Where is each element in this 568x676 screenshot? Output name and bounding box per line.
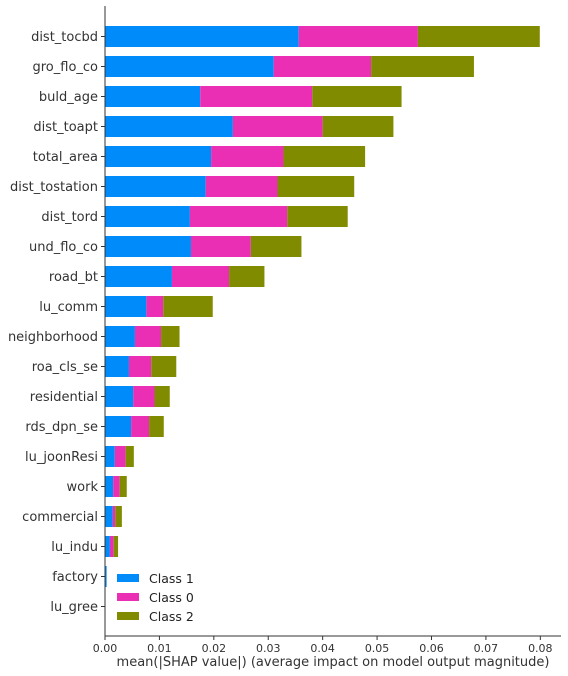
- legend-label-class-2: Class 2: [149, 609, 194, 624]
- legend-swatch-class-0: [117, 593, 139, 601]
- bar-residential-class-2: [154, 386, 170, 407]
- bar-dist_tord-class-1: [105, 206, 190, 227]
- x-tick-label: 0.05: [365, 642, 390, 655]
- y-tick-label-neighborhood: neighborhood: [8, 330, 98, 345]
- bar-lu_joonResi-class-1: [105, 446, 115, 467]
- bar-buld_age-class-2: [312, 86, 402, 107]
- y-tick-label-work: work: [67, 480, 99, 495]
- bar-total_area-class-1: [105, 146, 212, 167]
- y-tick-label-buld_age: buld_age: [39, 90, 98, 105]
- y-tick-label-residential: residential: [30, 390, 98, 405]
- bar-lu_comm-class-1: [105, 296, 147, 317]
- bar-total_area-class-0: [211, 146, 284, 167]
- x-tick-label: 0.07: [474, 642, 499, 655]
- x-tick-label: 0.04: [310, 642, 335, 655]
- y-tick-label-lu_comm: lu_comm: [39, 300, 98, 315]
- bar-roa_cls_se-class-0: [128, 356, 152, 377]
- bar-neighborhood-class-0: [134, 326, 162, 347]
- bar-dist_tostation-class-0: [205, 176, 278, 197]
- bar-dist_tostation-class-1: [105, 176, 206, 197]
- x-tick-label: 0.02: [202, 642, 227, 655]
- x-tick-label: 0.06: [419, 642, 444, 655]
- bar-gro_flo_co-class-2: [371, 56, 474, 77]
- legend-swatch-class-1: [117, 574, 139, 582]
- y-tick-label-rds_dpn_se: rds_dpn_se: [25, 420, 98, 435]
- y-tick-labels: dist_tocbd gro_flo_co buld_age dist_toaptto…: [8, 30, 105, 615]
- bar-und_flo_co-class-0: [190, 236, 251, 257]
- bar-und_flo_co-class-1: [105, 236, 191, 257]
- bar-residential-class-1: [105, 386, 134, 407]
- bar-gro_flo_co-class-0: [273, 56, 372, 77]
- bar-residential-class-0: [133, 386, 155, 407]
- bars-group: [105, 26, 540, 587]
- bar-road_bt-class-1: [105, 266, 172, 287]
- bar-lu_joonResi-class-2: [125, 446, 134, 467]
- bar-dist_tocbd-class-1: [105, 26, 299, 47]
- bar-commercial-class-1: [105, 506, 113, 527]
- bar-buld_age-class-1: [105, 86, 201, 107]
- x-tick-label: 0.01: [147, 642, 172, 655]
- y-tick-label-dist_tord: dist_tord: [41, 210, 98, 225]
- legend-swatch-class-2: [117, 612, 139, 620]
- x-tick-label: 0.00: [93, 642, 118, 655]
- bar-dist_toapt-class-0: [232, 116, 323, 137]
- bar-lu_joonResi-class-0: [114, 446, 126, 467]
- bar-rds_dpn_se-class-2: [149, 416, 164, 437]
- y-tick-label-dist_tostation: dist_tostation: [10, 180, 98, 195]
- bar-dist_tord-class-2: [287, 206, 348, 227]
- x-tick-label: 0.03: [256, 642, 281, 655]
- bar-rds_dpn_se-class-1: [105, 416, 132, 437]
- y-tick-label-und_flo_co: und_flo_co: [29, 240, 98, 255]
- bar-road_bt-class-2: [229, 266, 265, 287]
- x-axis-title: mean(|SHAP value|) (average impact on mo…: [117, 655, 550, 670]
- bar-lu_indu-class-2: [113, 536, 119, 557]
- bar-roa_cls_se-class-2: [151, 356, 177, 377]
- y-tick-label-gro_flo_co: gro_flo_co: [32, 60, 98, 75]
- bar-rds_dpn_se-class-0: [131, 416, 150, 437]
- y-tick-label-roa_cls_se: roa_cls_se: [32, 360, 98, 375]
- bar-neighborhood-class-1: [105, 326, 135, 347]
- legend-label-class-1: Class 1: [149, 571, 194, 586]
- bar-dist_toapt-class-2: [322, 116, 394, 137]
- bar-lu_comm-class-2: [163, 296, 213, 317]
- legend: Class 1 Class 0 Class 2: [117, 571, 194, 624]
- y-tick-label-commercial: commercial: [22, 510, 98, 525]
- bar-gro_flo_co-class-1: [105, 56, 274, 77]
- y-tick-label-factory: factory: [52, 570, 98, 585]
- bar-dist_tocbd-class-2: [417, 26, 540, 47]
- bar-dist_tostation-class-2: [277, 176, 355, 197]
- bar-work-class-2: [119, 476, 127, 497]
- y-tick-label-dist_toapt: dist_toapt: [33, 120, 98, 135]
- bar-buld_age-class-0: [200, 86, 313, 107]
- bar-lu_indu-class-1: [105, 536, 110, 557]
- y-tick-label-total_area: total_area: [33, 150, 98, 165]
- y-tick-label-lu_joonResi: lu_joonResi: [25, 450, 98, 465]
- y-tick-label-lu_gree: lu_gree: [50, 600, 98, 615]
- bar-dist_tocbd-class-0: [298, 26, 418, 47]
- bar-factory-class-1: [105, 566, 107, 587]
- bar-work-class-1: [105, 476, 114, 497]
- bar-roa_cls_se-class-1: [105, 356, 129, 377]
- x-axis: 0.00 0.01 0.02 0.03 0.04 0.05 0.06 0.07 0.08: [93, 6, 561, 655]
- x-tick-label: 0.08: [528, 642, 553, 655]
- y-tick-label-road_bt: road_bt: [49, 270, 98, 285]
- bar-lu_indu-class-0: [109, 536, 114, 557]
- bar-total_area-class-2: [283, 146, 366, 167]
- y-tick-label-dist_tocbd: dist_tocbd: [31, 30, 98, 45]
- y-tick-label-lu_indu: lu_indu: [51, 540, 98, 555]
- bar-work-class-0: [113, 476, 120, 497]
- bar-commercial-class-2: [115, 506, 122, 527]
- bar-commercial-class-0: [112, 506, 116, 527]
- bar-neighborhood-class-2: [161, 326, 180, 347]
- bar-road_bt-class-0: [171, 266, 230, 287]
- bar-und_flo_co-class-2: [250, 236, 302, 257]
- bar-dist_toapt-class-1: [105, 116, 233, 137]
- legend-label-class-0: Class 0: [149, 590, 194, 605]
- bar-dist_tord-class-0: [189, 206, 288, 227]
- bar-lu_comm-class-0: [146, 296, 164, 317]
